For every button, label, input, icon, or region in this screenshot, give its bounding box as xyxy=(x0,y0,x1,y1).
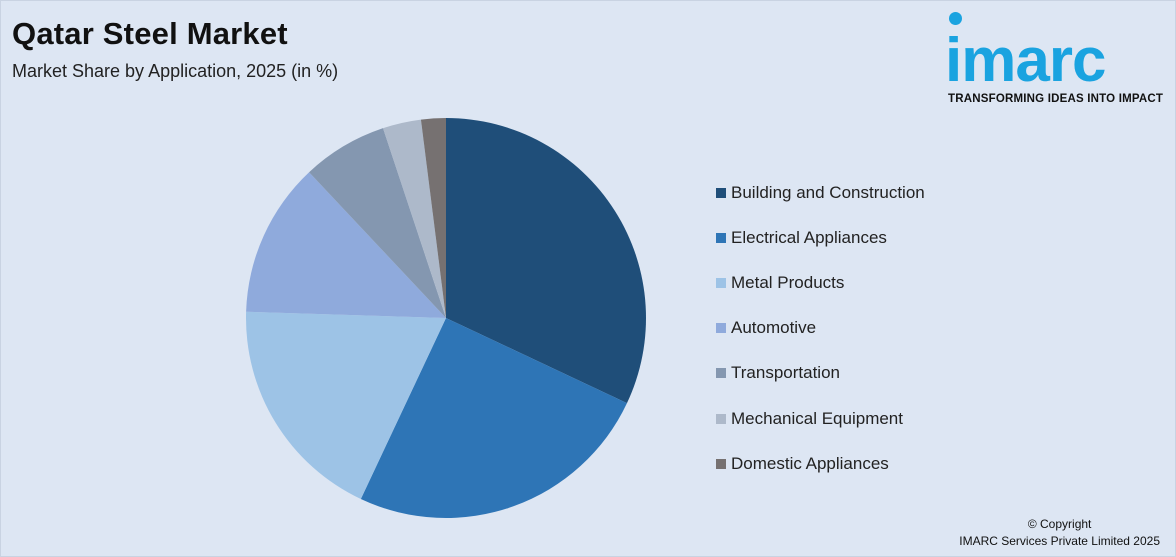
legend-swatch xyxy=(716,232,726,243)
copyright-line-2: IMARC Services Private Limited 2025 xyxy=(959,534,1160,548)
legend-label: Building and Construction xyxy=(731,182,925,202)
legend-item: Domestic Appliances xyxy=(716,441,925,486)
legend-label: Transportation xyxy=(731,363,840,383)
logo-tagline: TRANSFORMING IDEAS INTO IMPACT xyxy=(948,93,1164,105)
legend-item: Electrical Appliances xyxy=(716,215,925,260)
chart-legend: Building and Construction Electrical Appl… xyxy=(716,170,925,486)
pie-slice-domestic-appliances xyxy=(420,118,446,318)
legend-item: Mechanical Equipment xyxy=(716,396,925,441)
pie-slice-mechanical-equipment xyxy=(383,119,446,318)
legend-swatch xyxy=(716,458,726,469)
copyright-notice: © Copyright IMARC Services Private Limit… xyxy=(959,516,1160,550)
legend-item: Metal Products xyxy=(716,260,925,305)
legend-swatch xyxy=(716,323,726,334)
copyright-line-1: © Copyright xyxy=(1027,517,1092,531)
logo-wordmark: imarc xyxy=(945,26,1106,95)
legend-swatch xyxy=(716,368,726,379)
legend-label: Electrical Appliances xyxy=(731,227,887,247)
pie-chart xyxy=(246,118,646,518)
pie-slice-electrical-appliances xyxy=(360,318,627,518)
pie-slice-building-and-construction xyxy=(446,118,646,404)
pie-slice-metal-products xyxy=(246,311,446,499)
pie-slice-transportation xyxy=(309,128,446,318)
pie-slice-automotive xyxy=(246,172,446,318)
chart-subtitle: Market Share by Application, 2025 (in %) xyxy=(12,61,339,81)
legend-label: Mechanical Equipment xyxy=(731,408,903,428)
legend-swatch xyxy=(716,413,726,424)
legend-swatch xyxy=(716,277,726,288)
legend-label: Domestic Appliances xyxy=(731,453,889,473)
legend-item: Building and Construction xyxy=(716,170,925,215)
logo-dot-icon xyxy=(949,12,962,25)
legend-label: Metal Products xyxy=(731,272,845,292)
legend-item: Automotive xyxy=(716,306,925,351)
chart-title: Qatar Steel Market xyxy=(12,16,288,51)
legend-swatch xyxy=(716,187,726,198)
legend-label: Automotive xyxy=(731,318,817,338)
imarc-logo: imarc TRANSFORMING IDEAS INTO IMPACT xyxy=(945,12,1171,112)
legend-item: Transportation xyxy=(716,351,925,396)
